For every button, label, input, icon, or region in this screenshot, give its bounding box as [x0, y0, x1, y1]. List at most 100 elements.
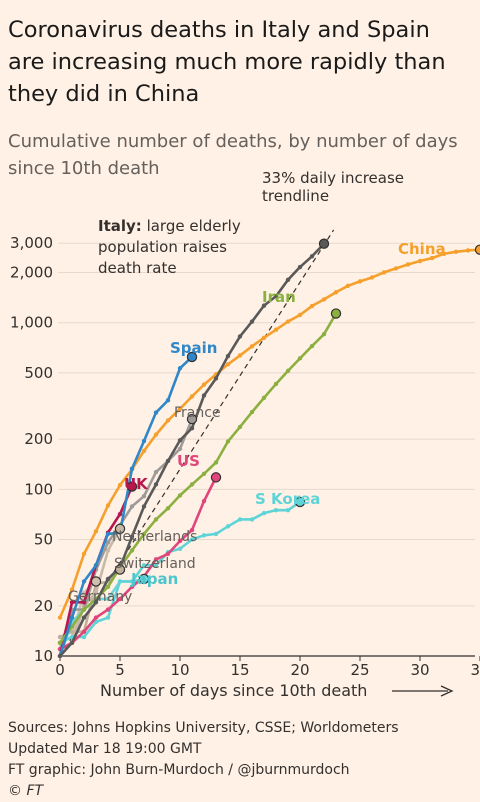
footer: Sources: Johns Hopkins University, CSSE;… — [8, 718, 399, 802]
data-point-spain — [141, 438, 147, 444]
endpoint-uk — [126, 481, 138, 492]
footer-credit: FT graphic: John Burn-Murdoch / @jburnmu… — [8, 762, 350, 778]
x-axis-tick-labels: 0 5 10 15 20 25 30 35 — [55, 661, 480, 679]
data-point-china — [441, 251, 447, 256]
endpoint-japan — [138, 573, 150, 585]
data-point-china — [369, 275, 375, 280]
data-point-china — [309, 303, 315, 309]
data-point-iran — [201, 471, 207, 476]
data-point-china — [249, 344, 255, 349]
data-point-iran — [57, 640, 63, 646]
series-italy — [57, 242, 325, 659]
series-china — [57, 248, 480, 620]
data-point-italy — [93, 600, 99, 605]
data-point-france — [105, 540, 111, 545]
italy-annotation-line1: Italy: large elderly — [98, 217, 241, 235]
endpoint-netherlands — [114, 523, 126, 534]
data-point-italy — [201, 393, 207, 398]
trendline-label-2: trendline — [262, 187, 329, 205]
y-tick-label: 50 — [34, 531, 53, 549]
data-point-uk — [81, 600, 87, 605]
grid-lines — [58, 242, 480, 661]
data-point-italy — [69, 640, 75, 646]
data-point-china — [69, 587, 75, 592]
data-point-italy — [153, 482, 159, 487]
data-point-skorea — [177, 546, 183, 551]
data-point-switzerland — [69, 629, 75, 634]
data-point-italy — [285, 277, 291, 283]
data-point-iran — [309, 343, 315, 349]
data-point-italy — [141, 504, 147, 509]
data-point-china — [153, 432, 159, 437]
data-point-italy — [129, 534, 135, 539]
data-point-italy — [249, 319, 255, 324]
y-tick-label: 500 — [24, 364, 53, 382]
data-point-china — [333, 290, 339, 295]
data-point-china — [453, 249, 459, 255]
data-point-china — [261, 335, 267, 341]
footer-copyright: © FT — [8, 783, 44, 799]
data-point-china — [165, 418, 171, 423]
chart-title: Coronavirus deaths in Italy and Spain ar… — [8, 17, 446, 107]
x-axis-arrow-head — [440, 685, 454, 697]
endpoint-china — [474, 244, 480, 255]
data-point-skorea — [81, 634, 87, 640]
y-tick-label: 10 — [34, 647, 53, 665]
x-tick-label: 35 — [470, 661, 480, 679]
data-point-skorea — [237, 517, 243, 522]
x-axis-label: Number of days since 10th death — [100, 681, 367, 700]
data-point-iran — [105, 584, 111, 590]
y-tick-label: 200 — [24, 430, 53, 448]
data-point-france — [141, 493, 147, 499]
data-point-iran — [261, 395, 267, 401]
data-point-skorea — [141, 563, 147, 568]
endpoint-france — [186, 413, 198, 425]
data-point-italy — [105, 576, 111, 582]
data-point-spain — [105, 531, 111, 537]
data-point-iran — [177, 493, 183, 498]
data-point-france — [153, 469, 159, 475]
data-point-spain — [153, 410, 159, 415]
data-point-us — [81, 629, 87, 634]
chart-subtitle: Cumulative number of deaths, by number o… — [8, 131, 458, 179]
data-point-uk — [69, 600, 75, 605]
data-point-iran — [237, 424, 243, 430]
endpoint-italy — [318, 238, 330, 249]
data-point-spain — [129, 466, 135, 471]
x-tick-label: 25 — [350, 661, 369, 679]
data-point-china — [345, 283, 351, 289]
series-label-switzerland: Switzerland — [114, 556, 196, 572]
x-tick-label: 5 — [115, 661, 125, 679]
data-point-us — [165, 551, 171, 557]
data-point-iran — [249, 409, 255, 415]
data-point-china — [117, 482, 123, 488]
data-point-us — [189, 527, 195, 533]
series-label-netherlands: Netherlands — [112, 529, 197, 545]
data-point-iran — [81, 607, 87, 612]
data-point-italy — [297, 264, 303, 270]
x-tick-label: 10 — [170, 661, 189, 679]
series-line-us — [59, 476, 218, 651]
y-tick-label: 100 — [24, 480, 53, 498]
data-point-china — [417, 258, 423, 264]
data-point-china — [381, 270, 387, 275]
data-point-netherlands — [93, 590, 99, 595]
series-label-uk: UK — [124, 475, 149, 493]
data-point-iran — [69, 624, 75, 629]
data-point-skorea — [261, 510, 267, 516]
data-point-france — [129, 504, 135, 509]
data-point-skorea — [117, 579, 123, 584]
data-point-iran — [165, 506, 171, 511]
endpoint-skorea — [294, 496, 306, 508]
data-point-china — [189, 394, 195, 399]
y-tick-label: 1,000 — [10, 314, 53, 332]
series-label-germany: Germany — [68, 589, 132, 605]
data-point-uk — [117, 511, 123, 517]
data-point-spain — [81, 579, 87, 584]
x-tick-label: 0 — [55, 661, 65, 679]
data-point-skorea — [105, 615, 111, 620]
y-tick-label: 3,000 — [10, 234, 53, 252]
data-point-china — [81, 551, 87, 557]
endpoint-germany — [90, 576, 102, 587]
data-point-spain — [93, 563, 99, 568]
